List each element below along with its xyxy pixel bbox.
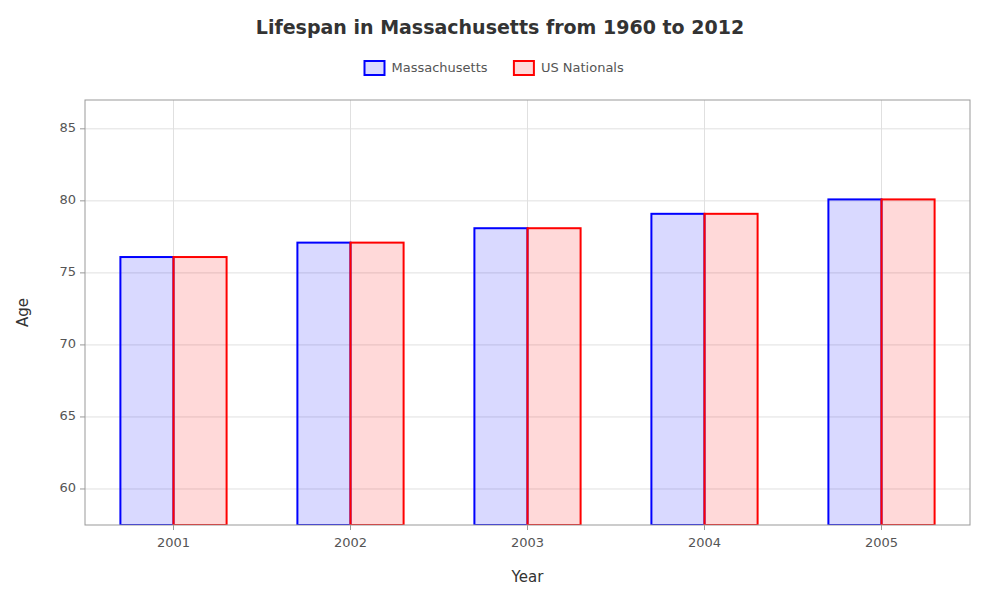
legend: Massachusetts US Nationals — [365, 60, 624, 76]
tick-x — [527, 525, 528, 530]
tick-label-x: 2004 — [688, 535, 721, 550]
bar — [120, 257, 173, 525]
tick-label-x: 2005 — [865, 535, 898, 550]
chart: 60 65 70 75 80 85 2001 2002 2003 2004 2005 Year Age L… — [0, 0, 1000, 600]
grid — [85, 100, 970, 525]
bar — [174, 257, 227, 525]
bar — [351, 243, 404, 525]
tick-label-x: 2003 — [511, 535, 544, 550]
tick-x — [350, 525, 351, 530]
tick-label-y: 80 — [59, 192, 76, 207]
title: Lifespan in Massachusetts from 1960 to 2… — [256, 16, 744, 38]
bar — [474, 228, 527, 525]
tick-x — [704, 525, 705, 530]
tick-x — [173, 525, 174, 530]
tick-y — [80, 416, 85, 417]
tick-y — [80, 272, 85, 273]
tick-y — [80, 200, 85, 201]
tick-y — [80, 344, 85, 345]
legend-label: US Nationals — [541, 60, 624, 75]
plot-frame — [85, 100, 970, 525]
y-axis: 60 65 70 75 80 85 — [59, 120, 85, 495]
tick-y — [80, 488, 85, 489]
bar — [297, 243, 350, 525]
tick-label-y: 65 — [59, 408, 76, 423]
tick-label-y: 85 — [59, 120, 76, 135]
bar — [705, 214, 758, 525]
x-axis-label: Year — [511, 568, 545, 586]
bar — [828, 199, 881, 525]
tick-y — [80, 128, 85, 129]
tick-x — [881, 525, 882, 530]
y-axis-label: Age — [14, 298, 32, 327]
tick-label-y: 70 — [59, 336, 76, 351]
tick-label-x: 2001 — [157, 535, 190, 550]
bar — [882, 199, 935, 525]
x-axis: 2001 2002 2003 2004 2005 — [157, 525, 898, 550]
bars — [120, 199, 934, 525]
tick-label-y: 75 — [59, 264, 76, 279]
legend-swatch — [514, 61, 534, 75]
legend-label: Massachusetts — [392, 60, 488, 75]
tick-label-y: 60 — [59, 480, 76, 495]
bar — [528, 228, 581, 525]
tick-label-x: 2002 — [334, 535, 367, 550]
bar — [651, 214, 704, 525]
legend-swatch — [365, 61, 385, 75]
